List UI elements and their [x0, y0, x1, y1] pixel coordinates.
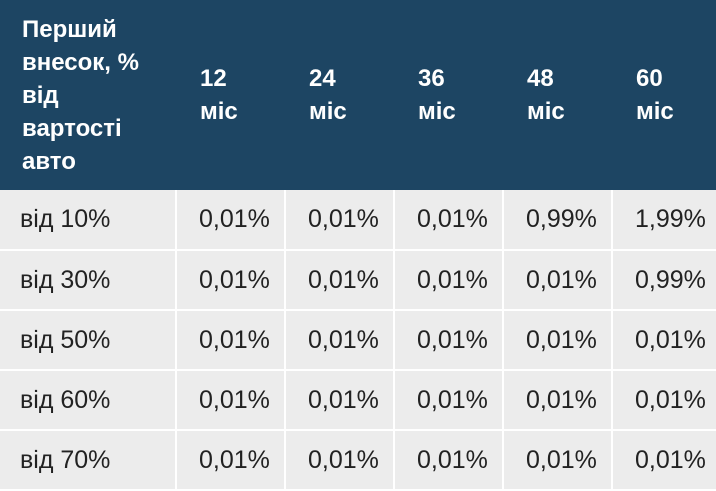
- header-text: 12 міс: [200, 65, 238, 125]
- rate-cell: 0,01%: [175, 190, 286, 251]
- rate-cell: 0,01%: [284, 429, 395, 491]
- row-label: від 70%: [0, 429, 177, 491]
- body-row: від 50% 0,01% 0,01% 0,01% 0,01% 0,01%: [0, 309, 716, 371]
- rate-cell: 0,99%: [502, 190, 613, 251]
- rate-cell: 0,99%: [611, 249, 716, 311]
- rate-cell: 0,01%: [393, 190, 504, 251]
- rate-cell: 0,01%: [175, 369, 286, 431]
- row-label: від 30%: [0, 249, 177, 311]
- rate-cell: 0,01%: [175, 249, 286, 311]
- rate-cell: 0,01%: [393, 249, 504, 311]
- rate-cell: 0,01%: [611, 369, 716, 431]
- rate-cell: 0,01%: [284, 369, 395, 431]
- header-text: 60 міс: [636, 65, 674, 125]
- table-body: від 10% 0,01% 0,01% 0,01% 0,99% 1,99% від 30% 0…: [0, 190, 716, 491]
- header-text: Перший внесок, % від вартості авто: [22, 15, 139, 175]
- rate-cell: 0,01%: [502, 429, 613, 491]
- body-row: від 10% 0,01% 0,01% 0,01% 0,99% 1,99%: [0, 190, 716, 251]
- rate-cell: 0,01%: [502, 369, 613, 431]
- header-cell: 24 міс: [285, 0, 394, 190]
- rate-cell: 0,01%: [284, 249, 395, 311]
- body-row: від 70% 0,01% 0,01% 0,01% 0,01% 0,01%: [0, 429, 716, 491]
- header-text: 48 міс: [527, 65, 565, 125]
- body-row: від 60% 0,01% 0,01% 0,01% 0,01% 0,01%: [0, 369, 716, 431]
- header-row: Перший внесок, % від вартості авто 12 міс…: [0, 0, 716, 190]
- row-label: від 50%: [0, 309, 177, 371]
- rate-cell: 0,01%: [393, 429, 504, 491]
- rate-cell: 0,01%: [611, 309, 716, 371]
- rate-cell: 0,01%: [175, 309, 286, 371]
- header-cell: 36 міс: [394, 0, 503, 190]
- rate-cell: 0,01%: [284, 190, 395, 251]
- rate-cell: 0,01%: [502, 249, 613, 311]
- rate-cell: 0,01%: [284, 309, 395, 371]
- row-label: від 10%: [0, 190, 177, 251]
- rate-cell: 0,01%: [175, 429, 286, 491]
- rate-cell: 0,01%: [502, 309, 613, 371]
- rate-cell: 0,01%: [393, 309, 504, 371]
- header-cell: 48 міс: [503, 0, 612, 190]
- header-text: 24 міс: [309, 65, 347, 125]
- header-cell: 60 міс: [612, 0, 716, 190]
- header-cell: Перший внесок, % від вартості авто: [0, 0, 176, 190]
- rate-cell: 0,01%: [393, 369, 504, 431]
- rate-cell: 0,01%: [611, 429, 716, 491]
- header-text: 36 міс: [418, 65, 456, 125]
- body-row: від 30% 0,01% 0,01% 0,01% 0,01% 0,99%: [0, 249, 716, 311]
- row-label: від 60%: [0, 369, 177, 431]
- header-cell: 12 міс: [176, 0, 285, 190]
- rate-cell: 1,99%: [611, 190, 716, 251]
